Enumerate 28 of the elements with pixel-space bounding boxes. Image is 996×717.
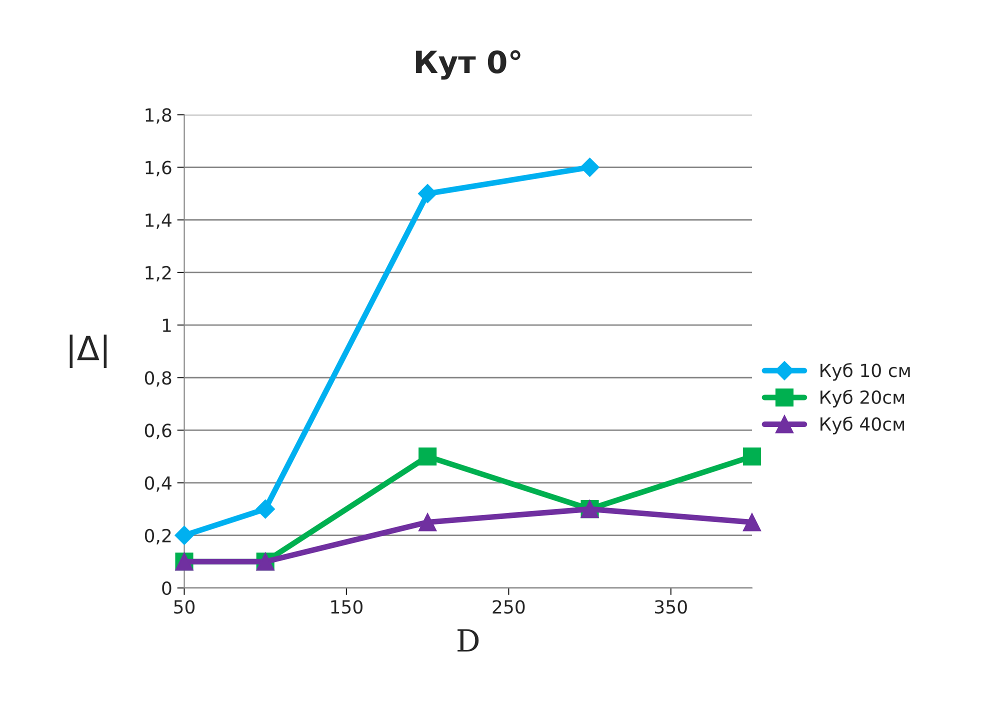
point: [742, 513, 762, 532]
legend-label: Куб 10 см: [820, 362, 910, 381]
point: [418, 447, 437, 466]
y-tick-label: 0,4: [144, 476, 172, 492]
y-tick-label: 0,2: [144, 528, 171, 544]
y-tick-label: 0,6: [144, 424, 172, 440]
y-tick-label: 1,2: [146, 266, 171, 282]
y-tick-label: 1,6: [146, 160, 172, 176]
point: [580, 158, 600, 177]
legend-label: Куб 20см: [820, 390, 904, 408]
y-tick-label: 1: [162, 318, 171, 332]
y-tick-label: 1,4: [146, 214, 172, 229]
y-axis-title: |Δ|: [70, 334, 107, 368]
point: [174, 526, 194, 545]
x-tick-label: 250: [492, 600, 525, 614]
x-tick-label: 50: [174, 600, 195, 614]
x-axis-title: D: [458, 629, 479, 652]
y-tick-label: 1,8: [146, 108, 172, 124]
x-tick-label: 350: [655, 600, 687, 614]
point: [418, 513, 437, 532]
y-tick-label: 0: [162, 581, 172, 596]
legend-label: Куб 40см: [820, 416, 904, 434]
point: [742, 447, 762, 466]
y-tick-label: 0,8: [144, 371, 172, 387]
point: [418, 184, 438, 204]
x-tick-label: 150: [331, 600, 362, 614]
chart-title: Кут 0°: [416, 50, 520, 80]
point: [256, 500, 275, 519]
